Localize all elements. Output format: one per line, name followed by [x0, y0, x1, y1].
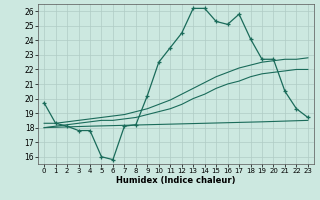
X-axis label: Humidex (Indice chaleur): Humidex (Indice chaleur) — [116, 176, 236, 185]
